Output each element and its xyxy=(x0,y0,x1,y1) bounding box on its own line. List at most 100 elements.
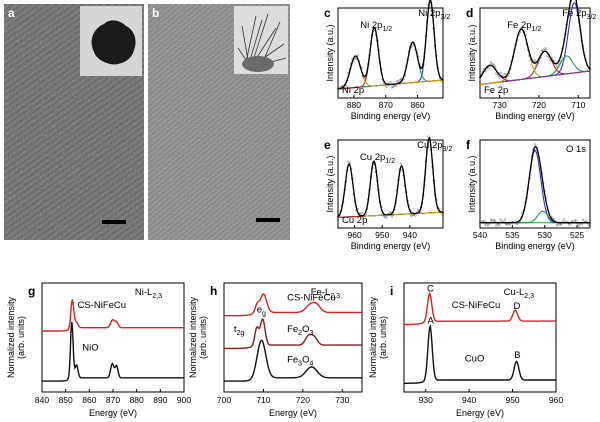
data-point xyxy=(398,79,401,82)
peak-label-D: D xyxy=(513,301,520,312)
x-tick-label: 950 xyxy=(375,230,389,240)
x-tick-label: 730 xyxy=(335,395,349,405)
component-peak xyxy=(480,210,590,224)
x-tick-label: 720 xyxy=(532,100,546,110)
series-label: CuO xyxy=(465,353,485,364)
data-point xyxy=(385,85,388,88)
x-tick-label: 930 xyxy=(419,395,433,405)
data-point xyxy=(411,213,414,217)
panel-b-label: b xyxy=(152,6,159,20)
x-tick-label: 730 xyxy=(493,100,507,110)
data-point xyxy=(347,160,350,163)
data-point xyxy=(568,223,571,226)
data-point xyxy=(573,219,577,222)
series-label: CS-NiFeCu xyxy=(78,300,127,311)
data-point xyxy=(399,77,403,80)
spectrum-line xyxy=(404,324,556,384)
panel-g: 840 850 860 870 880 890 900 Energy (eV) Normaliz… xyxy=(6,282,191,418)
y-axis-label-units: (arb. units) xyxy=(16,316,26,359)
peak-label-B: B xyxy=(514,350,520,361)
spectrum-line xyxy=(42,321,184,382)
data-point xyxy=(385,216,388,219)
data-point xyxy=(356,54,359,57)
data-point xyxy=(394,84,397,87)
y-axis-label: Intensity (a.u.) xyxy=(325,24,335,81)
x-tick-label: 940 xyxy=(462,395,476,405)
x-axis-label: Binding energy (eV) xyxy=(351,241,431,251)
data-point xyxy=(503,218,506,221)
plot-frame xyxy=(223,282,363,393)
data-point xyxy=(391,85,395,89)
data-point xyxy=(498,224,501,227)
y-axis-label-units: (arb. units) xyxy=(378,316,388,359)
data-point xyxy=(533,143,537,146)
data-point xyxy=(361,216,365,219)
data-point xyxy=(416,208,420,211)
data-point xyxy=(562,218,566,221)
peak-label-C: C xyxy=(427,284,434,295)
y-axis-label: Normalized intensity xyxy=(368,296,378,378)
data-point xyxy=(397,80,400,83)
data-point xyxy=(487,67,490,70)
data-point xyxy=(395,80,399,83)
data-point xyxy=(389,210,392,214)
data-point xyxy=(427,135,430,138)
component-peak xyxy=(480,149,590,224)
x-tick-label: 900 xyxy=(177,395,191,405)
eg-label: eg xyxy=(257,304,266,317)
data-point xyxy=(440,80,443,83)
series-label: CS-NiFeCu xyxy=(287,292,336,303)
data-point xyxy=(536,62,539,65)
x-tick-label: 850 xyxy=(59,395,73,405)
panel-label: i xyxy=(390,284,393,298)
component-peak xyxy=(337,41,444,90)
spectrum-line xyxy=(404,291,556,326)
spectrum-line xyxy=(224,318,362,350)
data-point xyxy=(498,76,501,79)
data-point xyxy=(581,218,585,222)
x-axis-label: Energy (eV) xyxy=(89,408,137,418)
edge-label: Ni-L2,3 xyxy=(135,287,162,300)
x-axis-label: Energy (eV) xyxy=(456,408,504,418)
data-point xyxy=(482,219,486,222)
corner-label: O 1s xyxy=(566,144,586,155)
x-axis-label: Energy (eV) xyxy=(269,408,317,418)
data-point xyxy=(544,47,548,50)
plot-frame xyxy=(479,139,591,229)
x-tick-label: 870 xyxy=(379,100,393,110)
plot-frame xyxy=(479,7,591,99)
fit-envelope xyxy=(480,145,590,224)
x-tick-label: 720 xyxy=(296,395,310,405)
data-point xyxy=(553,59,556,63)
data-point xyxy=(440,213,443,216)
data-point xyxy=(553,218,556,221)
x-tick-label: 960 xyxy=(549,395,563,405)
data-point xyxy=(495,224,498,227)
data-point xyxy=(577,224,581,227)
spectrum-line xyxy=(224,293,362,317)
data-point xyxy=(401,81,404,84)
data-point xyxy=(384,216,387,219)
data-point xyxy=(414,214,417,217)
data-point xyxy=(535,64,538,67)
x-tick-label: 700 xyxy=(217,395,231,405)
panel-b-particle xyxy=(237,13,287,72)
peak-label-secondary: Ni 2p1/2 xyxy=(360,20,392,33)
x-axis-label: Binding energy (eV) xyxy=(351,111,431,121)
x-tick-label: 880 xyxy=(130,395,144,405)
panel-a-particle xyxy=(91,20,136,65)
panel-label: h xyxy=(210,284,217,298)
data-point xyxy=(491,219,494,222)
corner-label: Ni 2p xyxy=(342,85,364,96)
x-tick-label: 860 xyxy=(410,100,424,110)
data-point xyxy=(587,223,590,227)
data-point xyxy=(546,54,549,57)
panel-i: 930 940 950 960 Energy (eV) Normalized intens… xyxy=(368,282,563,418)
x-tick-label: 860 xyxy=(82,395,96,405)
component-peak xyxy=(479,50,591,86)
fit-envelope xyxy=(479,0,591,79)
edge-label: Fe-L2,3 xyxy=(311,287,340,300)
x-tick-label: 710 xyxy=(256,395,270,405)
